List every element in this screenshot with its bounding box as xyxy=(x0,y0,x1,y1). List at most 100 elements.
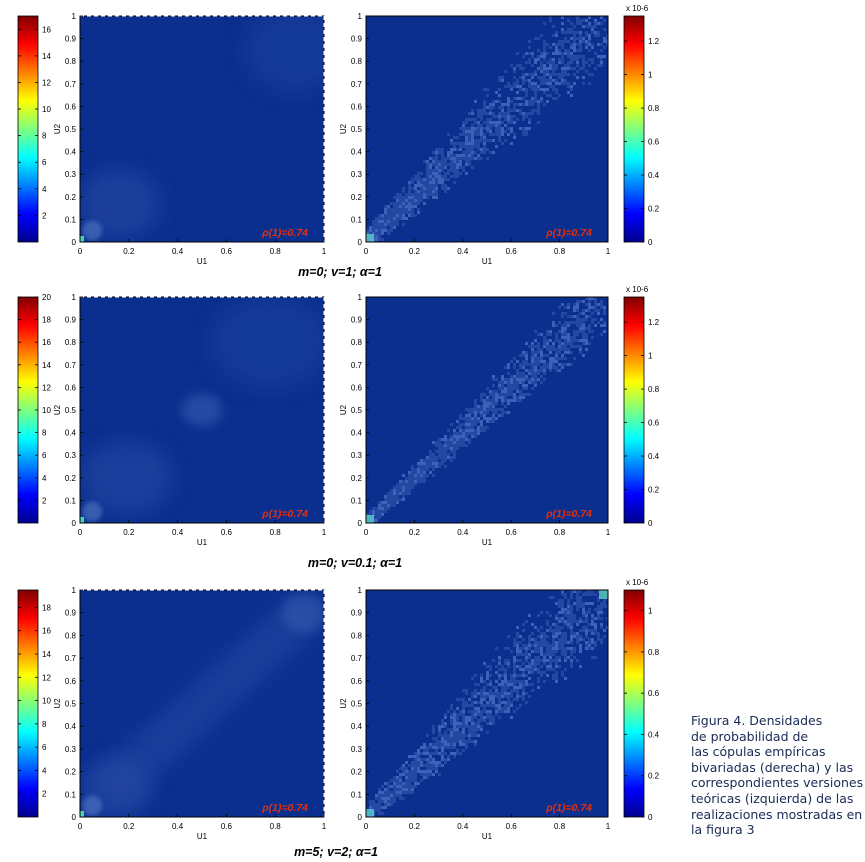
density-cell xyxy=(417,202,420,205)
density-cell xyxy=(489,139,492,142)
density-cell xyxy=(423,480,426,483)
density-cell xyxy=(534,97,537,100)
density-cell xyxy=(525,354,528,357)
density-cell xyxy=(450,139,453,142)
density-cell xyxy=(579,665,582,668)
density-cell xyxy=(579,55,582,58)
density-cell xyxy=(513,671,516,674)
density-cell xyxy=(585,617,588,620)
density-cell xyxy=(522,674,525,677)
density-cell xyxy=(429,450,432,453)
colorbar-tick-label: 0.4 xyxy=(648,452,660,461)
density-cell xyxy=(387,208,390,211)
density-cell xyxy=(522,82,525,85)
density-cell xyxy=(414,764,417,767)
colorbar-tick-label: 10 xyxy=(42,697,51,706)
density-cell xyxy=(513,384,516,387)
density-cell xyxy=(573,309,576,312)
density-cell xyxy=(474,118,477,121)
density-cell xyxy=(543,88,546,91)
density-cell xyxy=(534,381,537,384)
density-cell xyxy=(579,647,582,650)
density-cell xyxy=(432,193,435,196)
density-cell xyxy=(567,599,570,602)
density-cell xyxy=(573,46,576,49)
density-cell xyxy=(468,151,471,154)
x-tick-label: 0.6 xyxy=(221,247,233,256)
density-cell xyxy=(579,330,582,333)
density-cell xyxy=(555,79,558,82)
density-cell xyxy=(453,435,456,438)
colorbar-tick-label: 16 xyxy=(42,25,51,34)
density-cell xyxy=(444,731,447,734)
density-cell xyxy=(489,417,492,420)
density-cell xyxy=(390,785,393,788)
density-cell xyxy=(393,486,396,489)
density-cell xyxy=(459,423,462,426)
density-cell xyxy=(408,755,411,758)
density-cell xyxy=(507,399,510,402)
density-cell xyxy=(468,429,471,432)
density-cell xyxy=(582,342,585,345)
density-cell xyxy=(465,701,468,704)
heatmap-panel: 0 0.2 0.4 0.6 0.8 100.10.20.30.40.50.60.70.80… xyxy=(53,12,327,266)
density-cell xyxy=(459,145,462,148)
density-cell xyxy=(522,378,525,381)
density-cell xyxy=(480,399,483,402)
density-cell xyxy=(573,620,576,623)
density-cell xyxy=(444,447,447,450)
density-cell xyxy=(552,312,555,315)
density-cell xyxy=(468,130,471,133)
density-cell xyxy=(471,695,474,698)
density-cell xyxy=(567,602,570,605)
density-cell xyxy=(447,447,450,450)
density-cell xyxy=(576,70,579,73)
density-cell xyxy=(573,306,576,309)
density-cell xyxy=(519,112,522,115)
density-cell xyxy=(372,806,375,809)
density-cell xyxy=(402,217,405,220)
density-cell xyxy=(549,345,552,348)
y-axis-label: U2 xyxy=(339,404,348,415)
density-cell xyxy=(468,698,471,701)
density-cell xyxy=(417,199,420,202)
density-cell xyxy=(519,103,522,106)
density-cell xyxy=(558,599,561,602)
density-cell xyxy=(489,683,492,686)
density-cell xyxy=(549,363,552,366)
density-cell xyxy=(381,785,384,788)
density-cell xyxy=(510,701,513,704)
density-cell xyxy=(435,175,438,178)
x-tick-label: 0.6 xyxy=(506,528,518,537)
density-cell xyxy=(429,184,432,187)
density-cell xyxy=(585,25,588,28)
density-cell xyxy=(465,127,468,130)
density-cell xyxy=(573,37,576,40)
density-cell xyxy=(501,121,504,124)
density-cell xyxy=(387,782,390,785)
density-cell xyxy=(546,366,549,369)
density-cell xyxy=(588,58,591,61)
density-cell xyxy=(375,519,378,522)
density-cell xyxy=(495,91,498,94)
density-cell xyxy=(426,190,429,193)
density-cell xyxy=(513,662,516,665)
density-cell xyxy=(567,49,570,52)
density-cell xyxy=(474,432,477,435)
density-cell xyxy=(552,70,555,73)
density-cell xyxy=(594,297,597,300)
density-cell xyxy=(480,133,483,136)
density-cell xyxy=(516,103,519,106)
density-cell xyxy=(420,187,423,190)
density-cell xyxy=(432,456,435,459)
density-cell xyxy=(468,139,471,142)
density-cell xyxy=(468,145,471,148)
density-cell xyxy=(498,79,501,82)
density-cell xyxy=(420,770,423,773)
density-cell xyxy=(510,393,513,396)
density-cell xyxy=(570,641,573,644)
density-cell xyxy=(528,345,531,348)
density-cell xyxy=(567,315,570,318)
density-cell xyxy=(381,791,384,794)
density-cell xyxy=(471,151,474,154)
